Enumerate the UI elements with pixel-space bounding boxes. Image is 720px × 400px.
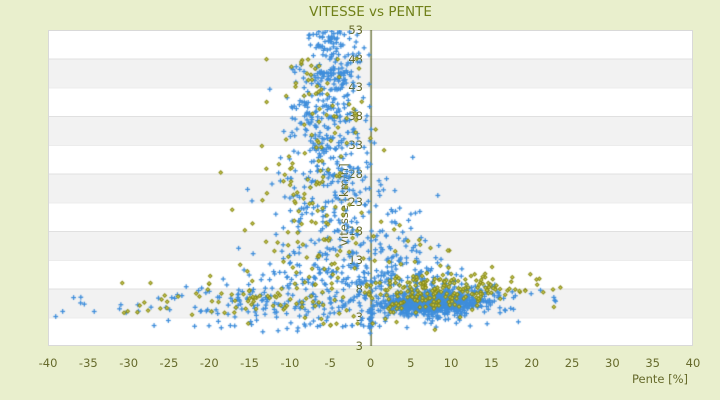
x-tick-label: 25	[564, 356, 580, 370]
x-tick-label: 40	[685, 356, 701, 370]
x-axis-title: Pente [%]	[631, 372, 688, 386]
x-tick-label: -5	[324, 356, 336, 370]
scatter-points-canvas	[48, 30, 693, 346]
x-tick-label: -40	[38, 356, 58, 370]
x-tick-label: -30	[119, 356, 139, 370]
x-tick-label: 35	[645, 356, 661, 370]
y-bottom-edge-label: 3	[355, 339, 363, 353]
x-tick-label: -15	[240, 356, 259, 370]
x-tick-label: 10	[443, 356, 459, 370]
x-tick-label: -20	[199, 356, 219, 370]
x-tick-label: 15	[484, 356, 499, 370]
x-tick-label: -35	[78, 356, 98, 370]
chart-title: VITESSE vs PENTE	[309, 4, 432, 20]
x-tick-label: 0	[366, 356, 375, 370]
x-tick-label: 30	[605, 356, 620, 370]
x-tick-label: 5	[407, 356, 415, 370]
x-tick-label: 20	[524, 356, 540, 370]
x-tick-label: -25	[159, 356, 179, 370]
x-tick-label: -10	[280, 356, 300, 370]
